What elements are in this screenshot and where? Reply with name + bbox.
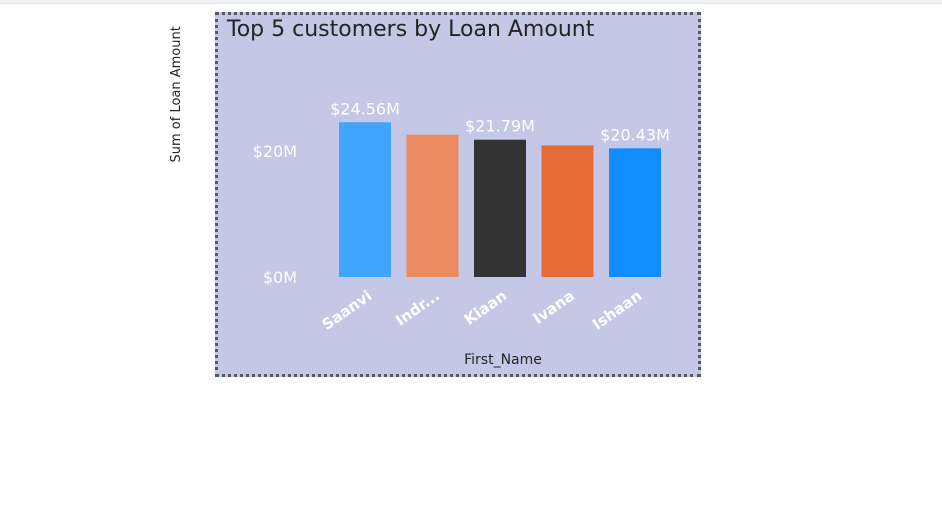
x-tick-label: Kiaan: [461, 287, 510, 329]
x-tick-label: Indr...: [392, 287, 443, 330]
x-tick-label: Ishaan: [589, 287, 645, 334]
bar-chart-visual[interactable]: Top 5 customers by Loan Amount Sum of Lo…: [169, 12, 701, 377]
y-tick-label: $20M: [253, 142, 297, 161]
bar-saanvi[interactable]: [339, 122, 391, 277]
top-toolbar-strip: [0, 0, 942, 4]
x-axis-label: First_Name: [464, 352, 542, 368]
data-label: $20.43M: [600, 125, 670, 144]
bar-ishaan[interactable]: [609, 148, 661, 277]
y-axis-label: Sum of Loan Amount: [168, 26, 184, 163]
y-tick-label: $0M: [263, 268, 297, 287]
chart-title: Top 5 customers by Loan Amount: [227, 17, 595, 42]
bar-indr[interactable]: [406, 134, 459, 277]
bar-ivana[interactable]: [541, 145, 594, 277]
x-tick-label: Ivana: [530, 287, 578, 328]
data-label: $24.56M: [330, 99, 400, 118]
chart-plot: $0M $20M $24.56M Saanvi Indr... $21.79M Kiaan I…: [253, 99, 670, 334]
x-tick-label: Saanvi: [319, 287, 376, 334]
bar-kiaan[interactable]: [474, 139, 526, 277]
data-label: $21.79M: [465, 117, 535, 136]
